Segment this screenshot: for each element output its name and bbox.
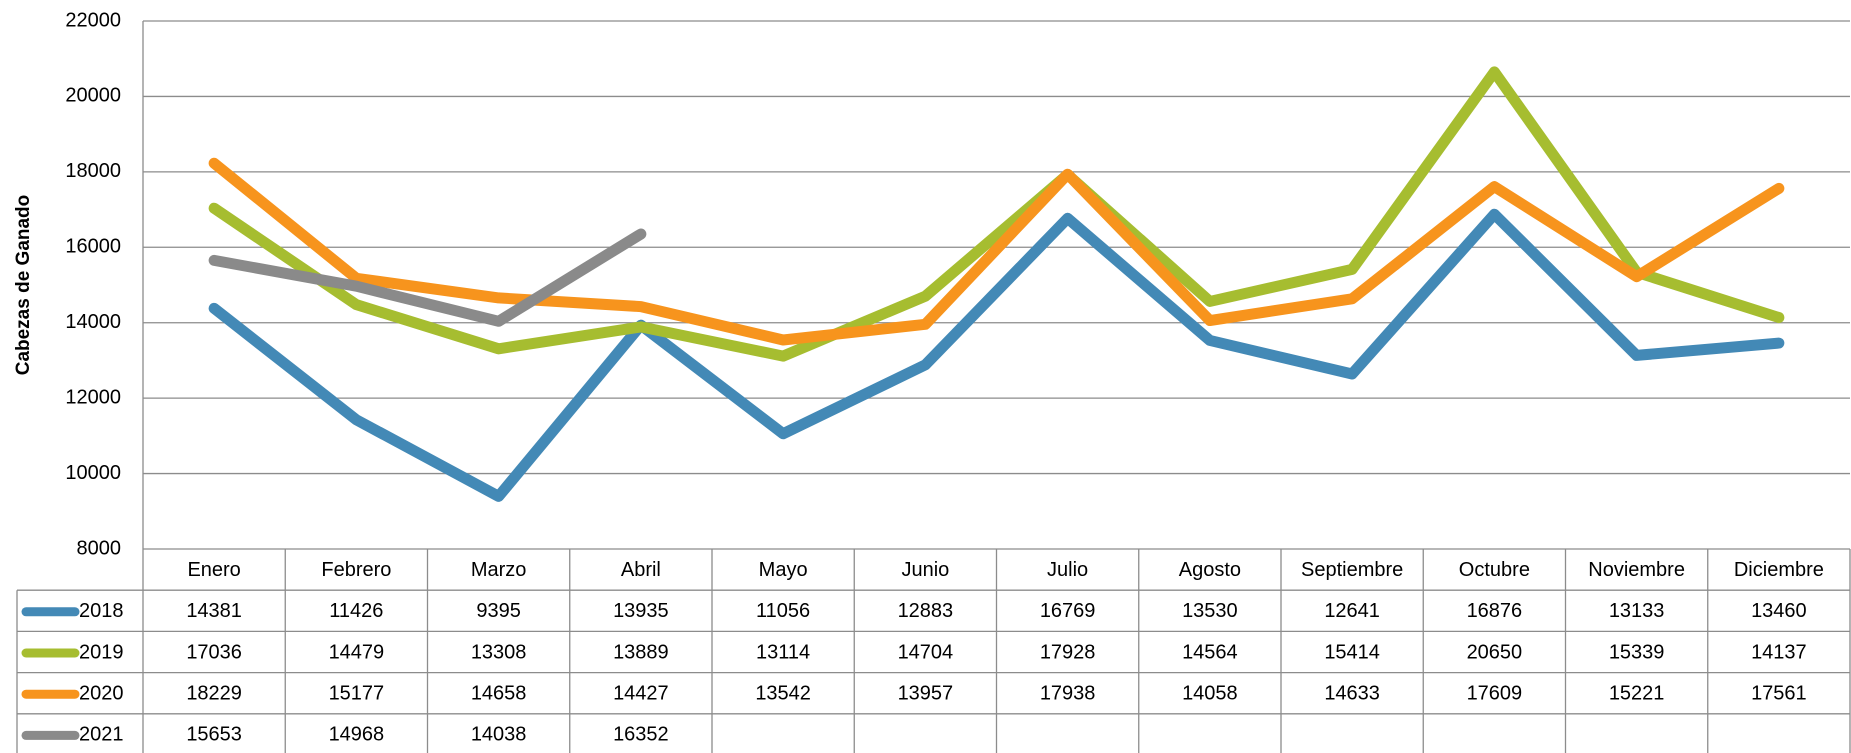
y-tick-label: 14000 <box>65 311 121 333</box>
table-value: 13935 <box>613 600 669 622</box>
table-value: 15339 <box>1609 641 1665 663</box>
table-value: 13114 <box>756 641 810 663</box>
x-tick-label: Mayo <box>759 559 808 581</box>
table-value: 17928 <box>1040 641 1096 663</box>
table-value: 13530 <box>1182 600 1238 622</box>
table-value: 16769 <box>1040 600 1096 622</box>
y-tick-label: 18000 <box>65 160 121 182</box>
table-value: 14479 <box>329 641 385 663</box>
table-value: 11426 <box>329 600 383 622</box>
table-value: 16876 <box>1467 600 1523 622</box>
table-value: 20650 <box>1467 641 1523 663</box>
series-line <box>208 66 1785 362</box>
series-line <box>208 228 647 327</box>
y-axis-label: Cabezas de Ganado <box>13 195 34 376</box>
table-value: 13460 <box>1751 600 1807 622</box>
x-tick-label: Marzo <box>471 559 527 581</box>
table-value: 14633 <box>1324 682 1380 704</box>
x-tick-label: Septiembre <box>1301 559 1403 581</box>
table-value: 17561 <box>1751 682 1807 704</box>
table-value: 13542 <box>755 682 811 704</box>
table-value: 11056 <box>756 600 810 622</box>
table-value: 17938 <box>1040 682 1096 704</box>
x-tick-label: Octubre <box>1459 559 1530 581</box>
x-tick-label: Diciembre <box>1734 559 1824 581</box>
table-value: 15177 <box>329 682 385 704</box>
table-value: 14058 <box>1182 682 1238 704</box>
legend-label: 2019 <box>79 641 124 663</box>
table-value: 9395 <box>476 600 521 622</box>
table-value: 14427 <box>613 682 669 704</box>
table-value: 15221 <box>1609 682 1665 704</box>
table-value: 17609 <box>1467 682 1523 704</box>
table-value: 13308 <box>471 641 527 663</box>
legend-label: 2020 <box>79 682 124 704</box>
table-value: 14381 <box>186 600 242 622</box>
table-value: 14137 <box>1751 641 1807 663</box>
y-tick-label: 16000 <box>65 236 121 258</box>
series-line <box>208 157 1785 346</box>
x-tick-label: Junio <box>901 559 949 581</box>
x-tick-label: Febrero <box>321 559 391 581</box>
legend-label: 2021 <box>79 724 124 746</box>
table-value: 13133 <box>1609 600 1665 622</box>
y-tick-label: 22000 <box>65 9 121 31</box>
table-value: 14564 <box>1182 641 1238 663</box>
table-value: 14658 <box>471 682 527 704</box>
table-value: 15414 <box>1324 641 1380 663</box>
table-value: 12641 <box>1324 600 1380 622</box>
legend-label: 2018 <box>79 600 124 622</box>
table-value: 12883 <box>898 600 954 622</box>
table-value: 14968 <box>329 724 385 746</box>
table-value: 18229 <box>186 682 242 704</box>
y-tick-label: 8000 <box>77 537 122 559</box>
x-tick-label: Julio <box>1047 559 1088 581</box>
table-value: 13889 <box>613 641 669 663</box>
y-tick-label: 20000 <box>65 85 121 107</box>
table-value: 16352 <box>613 724 669 746</box>
x-tick-label: Noviembre <box>1588 559 1685 581</box>
x-tick-label: Agosto <box>1179 559 1241 581</box>
table-value: 14038 <box>471 724 527 746</box>
series-line <box>208 208 1785 502</box>
y-tick-label: 10000 <box>65 462 121 484</box>
x-tick-label: Enero <box>187 559 240 581</box>
table-value: 15653 <box>186 724 242 746</box>
y-tick-label: 12000 <box>65 386 121 408</box>
x-tick-label: Abril <box>621 559 661 581</box>
table-value: 17036 <box>186 641 242 663</box>
table-value: 13957 <box>898 682 954 704</box>
table-value: 14704 <box>898 641 954 663</box>
